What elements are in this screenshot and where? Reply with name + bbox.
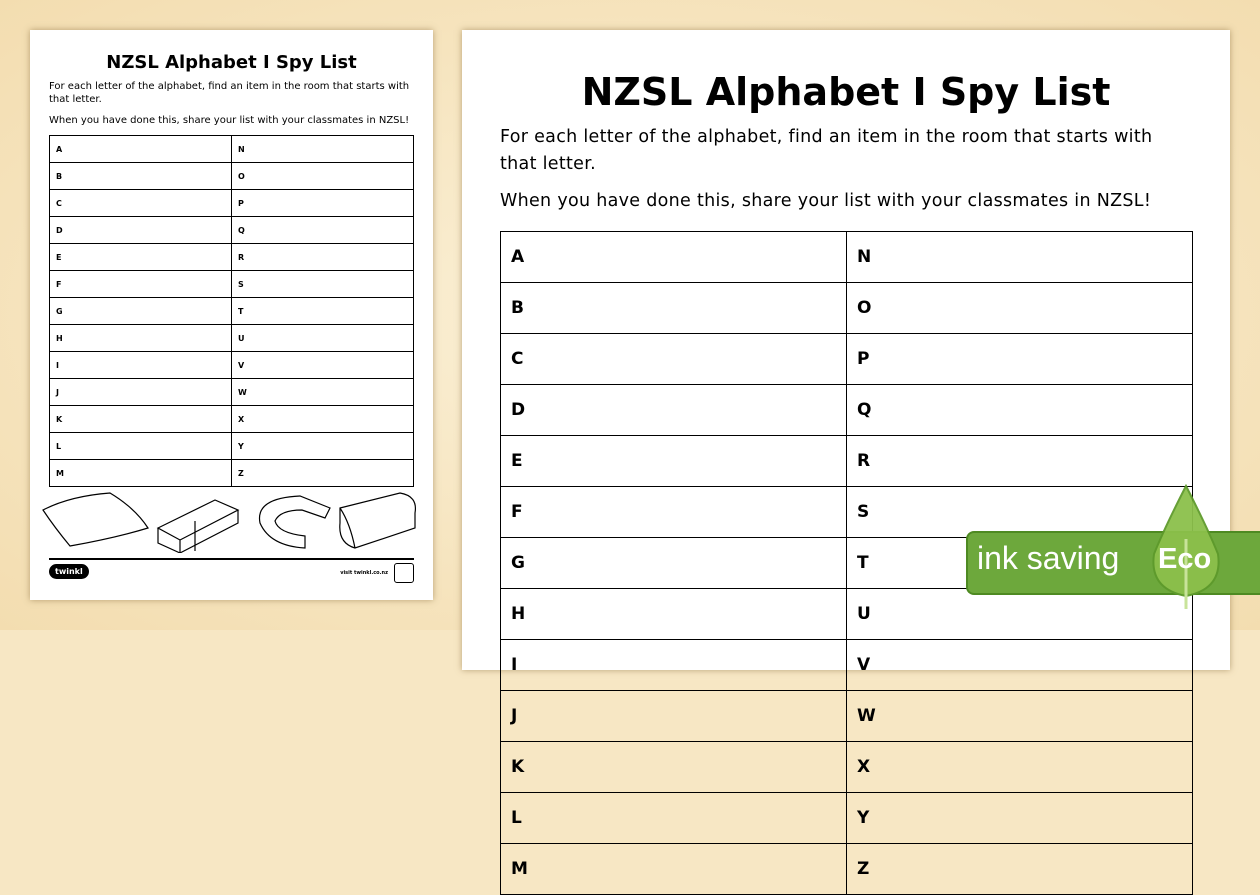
letter-cell: D <box>500 384 847 436</box>
letter-cell: F <box>49 270 232 298</box>
magnet-icon <box>258 495 331 549</box>
letter-cell: Y <box>846 792 1193 844</box>
letter-cell: X <box>846 741 1193 793</box>
letter-cell: K <box>49 405 232 433</box>
letter-cell: C <box>49 189 232 217</box>
letter-cell: V <box>231 351 414 379</box>
letter-cell: J <box>49 378 232 406</box>
letter-cell: G <box>500 537 847 589</box>
letter-cell: N <box>846 231 1193 283</box>
footer-url: visit twinkl.co.nz <box>340 570 388 576</box>
letter-cell: A <box>500 231 847 283</box>
letter-cell: L <box>500 792 847 844</box>
letter-cell: Q <box>846 384 1193 436</box>
letter-cell: J <box>500 690 847 742</box>
letter-cell: B <box>500 282 847 334</box>
letter-cell: T <box>231 297 414 325</box>
letter-cell: E <box>500 435 847 487</box>
letter-cell: M <box>500 843 847 895</box>
illustrations <box>42 492 417 553</box>
eco-label: ink saving <box>977 540 1120 576</box>
letter-cell: E <box>49 243 232 271</box>
letter-cell: G <box>49 297 232 325</box>
letter-cell: U <box>231 324 414 352</box>
letter-cell: A <box>49 135 232 163</box>
worksheet-thumbnail: NZSL Alphabet I Spy List For each letter… <box>30 30 433 600</box>
letter-cell: U <box>846 588 1193 640</box>
letter-cell: L <box>49 432 232 460</box>
letter-cell: H <box>49 324 232 352</box>
letter-cell: O <box>846 282 1193 334</box>
letter-cell: I <box>500 639 847 691</box>
letter-cell: W <box>846 690 1193 742</box>
letter-cell: B <box>49 162 232 190</box>
footer-divider <box>49 558 414 560</box>
letter-cell: F <box>500 486 847 538</box>
letter-cell: O <box>231 162 414 190</box>
letter-cell: Q <box>231 216 414 244</box>
pillow-icon <box>42 492 149 547</box>
letter-cell: Z <box>231 459 414 487</box>
letter-cell: Y <box>231 432 414 460</box>
thumb-title: NZSL Alphabet I Spy List <box>106 52 357 73</box>
letter-cell: S <box>231 270 414 298</box>
thumb-instruction-2: When you have done this, share your list… <box>49 115 410 126</box>
eraser-icon <box>156 499 240 553</box>
eco-word: Eco <box>1158 543 1212 575</box>
instruction-1: For each letter of the alphabet, find an… <box>500 127 1153 174</box>
letter-cell: D <box>49 216 232 244</box>
letter-cell: H <box>500 588 847 640</box>
letter-cell: K <box>500 741 847 793</box>
letter-cell: Z <box>846 843 1193 895</box>
twinkl-logo: twinkl <box>49 564 89 579</box>
letter-cell: R <box>231 243 414 271</box>
letter-cell: V <box>846 639 1193 691</box>
pencil-case-icon <box>339 492 417 549</box>
letter-cell: P <box>231 189 414 217</box>
letter-cell: I <box>49 351 232 379</box>
instruction-2: When you have done this, share your list… <box>500 191 1152 211</box>
quality-badge-icon <box>394 563 414 583</box>
letter-cell: P <box>846 333 1193 385</box>
thumb-instruction-1: For each letter of the alphabet, find an… <box>49 81 410 105</box>
letter-cell: S <box>846 486 1193 538</box>
letter-cell: R <box>846 435 1193 487</box>
letter-cell: W <box>231 378 414 406</box>
letter-cell: C <box>500 333 847 385</box>
letter-cell: X <box>231 405 414 433</box>
letter-cell: M <box>49 459 232 487</box>
page-title: NZSL Alphabet I Spy List <box>581 70 1111 114</box>
leaf-icon <box>1152 484 1220 609</box>
letter-cell: N <box>231 135 414 163</box>
